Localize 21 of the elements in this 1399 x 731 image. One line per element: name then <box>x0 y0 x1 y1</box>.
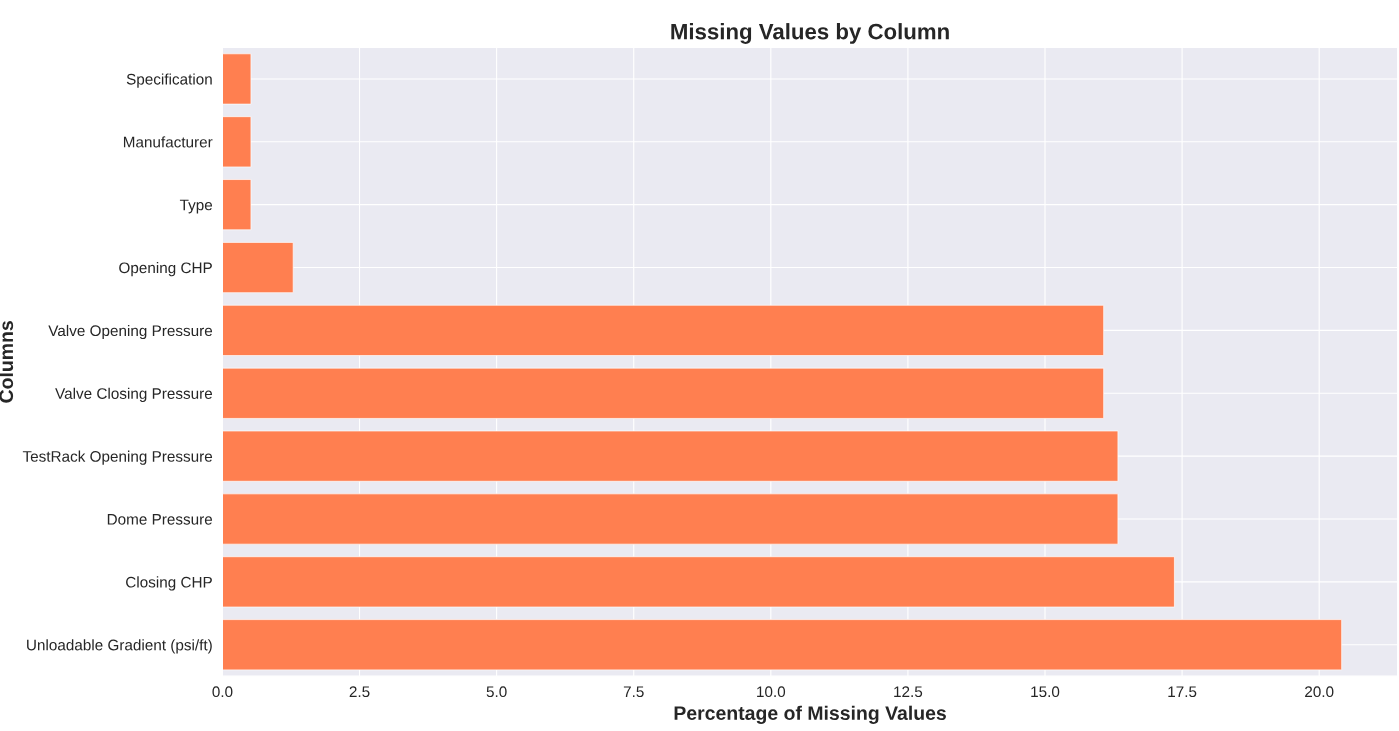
x-tick-label: 5.0 <box>486 686 507 698</box>
y-tick-label: Specification <box>126 73 212 88</box>
x-tick-label: 7.5 <box>623 686 644 698</box>
x-axis-title: Percentage of Missing Values <box>674 705 946 724</box>
y-tick-label: Type <box>179 199 213 214</box>
x-tick-label: 20.0 <box>1305 686 1334 698</box>
y-tick-label: Valve Closing Pressure <box>55 387 213 402</box>
y-tick-label: Valve Opening Pressure <box>48 324 213 340</box>
y-tick-label: Manufacturer <box>123 136 213 148</box>
x-tick-label: 17.5 <box>1168 686 1197 698</box>
y-tick-label: TestRack Opening Pressure <box>22 450 213 465</box>
x-tick-label: 10.0 <box>757 686 786 698</box>
x-tick-label: 12.5 <box>894 686 923 698</box>
chart-title: Missing Values by Column <box>671 23 949 44</box>
x-tick-label: 2.5 <box>349 686 370 698</box>
x-tick-label: 15.0 <box>1031 686 1060 698</box>
y-tick-label: Opening CHP <box>119 262 212 277</box>
y-tick-label: Unloadable Gradient (psi/ft) <box>27 639 212 654</box>
y-tick-label: Closing CHP <box>126 576 212 591</box>
x-tick-label: 0.0 <box>212 686 233 698</box>
y-tick-label: Dome Pressure <box>107 514 213 525</box>
